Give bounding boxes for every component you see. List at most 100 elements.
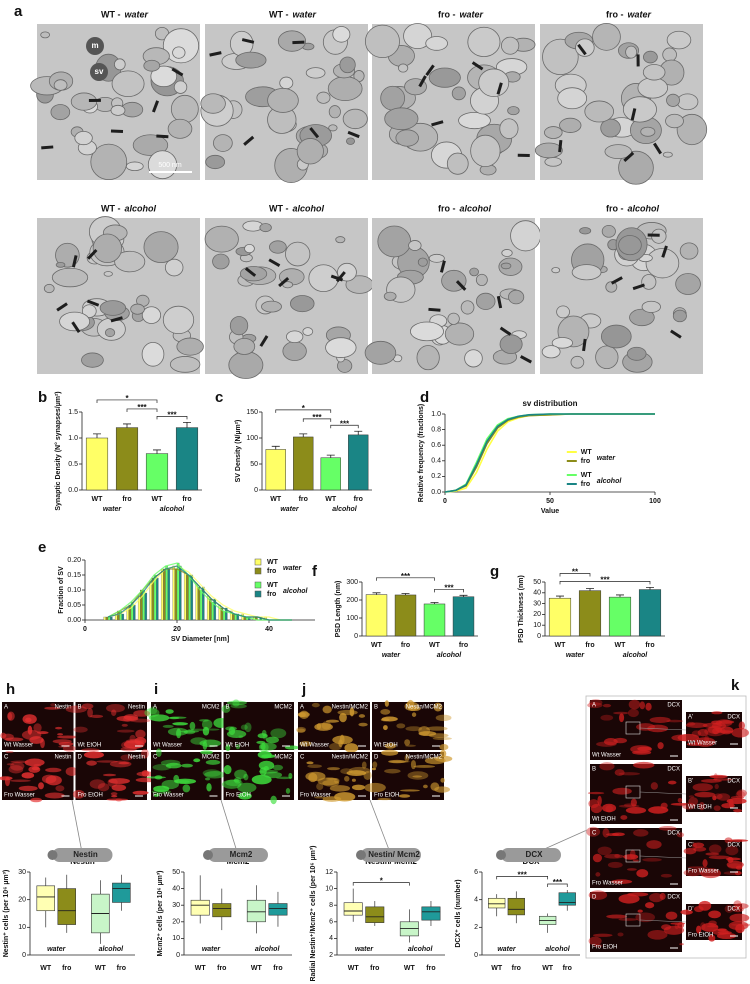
box bbox=[558, 892, 576, 906]
group-label: alcohol bbox=[623, 652, 649, 659]
stain bbox=[660, 802, 668, 809]
stain bbox=[30, 797, 43, 803]
stain bbox=[321, 721, 332, 730]
stain bbox=[592, 853, 603, 863]
column bbox=[167, 568, 171, 621]
organelle bbox=[501, 249, 513, 257]
synapse bbox=[630, 108, 637, 121]
stain bbox=[618, 918, 638, 921]
stain bbox=[677, 921, 685, 929]
stain bbox=[704, 734, 710, 744]
y-tick-label: 150 bbox=[246, 409, 258, 416]
image-corner: B bbox=[374, 705, 378, 711]
organelle bbox=[328, 124, 338, 132]
stain bbox=[2, 733, 14, 741]
stain bbox=[728, 839, 749, 842]
x-tick-label: fro bbox=[512, 965, 521, 972]
image-corner: A bbox=[153, 705, 157, 711]
image-label: water bbox=[125, 9, 149, 19]
column bbox=[105, 616, 109, 621]
error-bar bbox=[153, 449, 161, 454]
stain bbox=[599, 762, 615, 771]
stain bbox=[21, 772, 35, 779]
organelle bbox=[559, 117, 582, 133]
organelle bbox=[384, 107, 419, 131]
organelle bbox=[676, 93, 699, 111]
stain bbox=[724, 904, 734, 913]
stain bbox=[317, 777, 339, 786]
stain bbox=[285, 788, 291, 794]
stain bbox=[296, 726, 307, 733]
column bbox=[199, 589, 203, 621]
stain bbox=[29, 736, 44, 744]
stain bbox=[83, 751, 104, 759]
organelle bbox=[510, 220, 542, 252]
organelle bbox=[53, 79, 68, 91]
image-corner: D bbox=[592, 895, 597, 901]
stain bbox=[270, 795, 277, 805]
x-tick-label: fro bbox=[459, 642, 468, 649]
y-tick-label: 6 bbox=[474, 869, 478, 876]
stain bbox=[633, 829, 649, 837]
stain bbox=[7, 712, 13, 721]
stain bbox=[619, 713, 625, 723]
organelle bbox=[335, 236, 346, 244]
bar bbox=[578, 590, 602, 637]
stain bbox=[202, 741, 208, 750]
organelle bbox=[173, 80, 188, 94]
image-label: alcohol bbox=[125, 203, 157, 213]
stain bbox=[612, 787, 632, 795]
group-label: water bbox=[280, 506, 300, 513]
stain bbox=[238, 792, 252, 800]
organelle bbox=[162, 305, 195, 335]
significance-bracket bbox=[547, 883, 568, 887]
stain bbox=[299, 741, 312, 747]
group-label: water bbox=[497, 946, 517, 953]
legend-swatch bbox=[254, 590, 262, 598]
stain bbox=[595, 872, 601, 877]
inset-connector bbox=[639, 791, 687, 795]
stain bbox=[692, 842, 705, 848]
stain bbox=[55, 726, 63, 730]
significance-label: *** bbox=[518, 870, 528, 879]
stain bbox=[705, 852, 720, 856]
organelle bbox=[212, 253, 230, 270]
line bbox=[444, 413, 655, 493]
synapse bbox=[471, 61, 484, 71]
bar bbox=[548, 597, 572, 637]
significance-bracket bbox=[96, 399, 158, 403]
image-label: WT - bbox=[101, 203, 121, 213]
synapse bbox=[455, 280, 467, 291]
stain bbox=[629, 849, 636, 860]
x-tick-label: WT bbox=[615, 642, 627, 649]
synapse bbox=[309, 127, 320, 139]
stain bbox=[205, 759, 221, 765]
stain bbox=[296, 728, 306, 733]
image-marker: Nestin/MCM2 bbox=[406, 705, 443, 711]
synapse bbox=[87, 248, 98, 260]
bar bbox=[348, 434, 369, 491]
stain bbox=[306, 761, 314, 765]
y-tick-label: 10 bbox=[533, 622, 541, 629]
stain bbox=[120, 754, 133, 761]
image-corner: D bbox=[78, 755, 83, 761]
organelle bbox=[642, 64, 666, 81]
stain bbox=[618, 772, 640, 776]
stain bbox=[660, 873, 673, 878]
significance-bracket bbox=[156, 416, 188, 420]
stain bbox=[372, 761, 378, 769]
stain bbox=[607, 861, 623, 868]
group-label: water bbox=[355, 946, 375, 953]
stain bbox=[618, 893, 640, 904]
stain bbox=[659, 892, 666, 900]
error-bar bbox=[646, 587, 654, 590]
stain bbox=[587, 702, 603, 709]
stain bbox=[433, 702, 443, 712]
x-tick-label: fro bbox=[370, 965, 379, 972]
stain bbox=[340, 768, 353, 775]
organelle bbox=[408, 240, 422, 251]
significance-label: * bbox=[302, 404, 306, 413]
stain bbox=[721, 802, 735, 809]
significance-label: *** bbox=[600, 576, 610, 585]
bar bbox=[145, 453, 169, 491]
